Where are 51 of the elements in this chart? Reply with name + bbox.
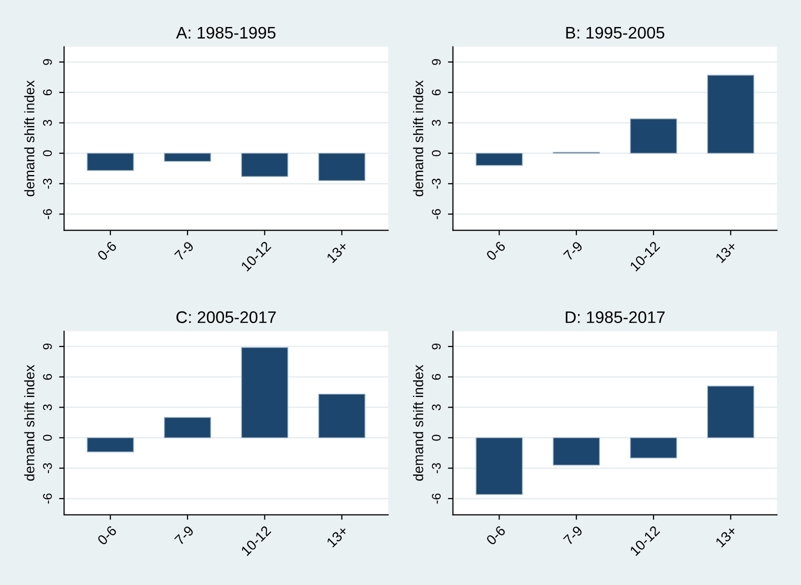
y-tick-label: 6 [432, 90, 441, 96]
y-tick-label: 9 [43, 59, 52, 65]
y-tick-label: 6 [432, 374, 441, 380]
bar [86, 437, 134, 452]
y-tick-label: 0 [43, 434, 52, 441]
y-tick-label: 9 [432, 59, 441, 65]
y-tick-label: -3 [432, 463, 441, 474]
y-tick-label: -6 [432, 209, 441, 220]
chart-title: B: 1995-2005 [566, 26, 664, 39]
y-tick-label: 3 [432, 120, 441, 126]
chart-title: D: 1985-2017 [566, 311, 665, 324]
bar [707, 74, 754, 154]
y-tick-label: 9 [432, 344, 441, 350]
bar [241, 347, 288, 438]
y-tick-label: 3 [43, 404, 52, 410]
y-axis-title: demand shift index [24, 364, 34, 481]
y-tick-label: -3 [43, 178, 52, 189]
x-tick-label: 0-6 [96, 525, 118, 546]
bar [318, 394, 366, 438]
x-tick-label: 0-6 [486, 240, 506, 262]
y-tick-label: -6 [43, 209, 52, 220]
y-tick-label: 0 [43, 150, 52, 156]
chart-title: A: 1985-1995 [176, 26, 276, 39]
bar [476, 152, 523, 166]
y-tick-label: -3 [43, 463, 52, 474]
bar [630, 118, 678, 154]
y-tick-label: 6 [43, 374, 52, 380]
y-axis-title: demand shift index [413, 80, 424, 196]
x-tick-label: 13+ [326, 525, 349, 548]
y-tick-label: -3 [432, 178, 441, 189]
x-tick-label: 0-6 [96, 240, 118, 262]
x-tick-label: 13+ [326, 240, 349, 264]
y-tick-label: 3 [432, 404, 441, 410]
x-tick-label: 7-9 [562, 525, 584, 546]
y-tick-label: 0 [432, 434, 441, 441]
bar [164, 417, 212, 438]
y-tick-label: -6 [432, 494, 441, 504]
x-tick-label: 13+ [715, 525, 738, 548]
y-tick-label: 6 [43, 90, 52, 96]
y-axis-title: demand shift index [413, 364, 424, 481]
y-tick-label: -6 [43, 494, 52, 504]
y-tick-label: 3 [43, 120, 52, 126]
x-tick-label: 7-9 [174, 240, 194, 261]
x-tick-label: 7-9 [562, 240, 584, 261]
x-tick-label: 7-9 [174, 525, 194, 546]
x-tick-label: 0-6 [486, 525, 506, 546]
chart-title: C: 2005-2017 [176, 311, 276, 324]
y-tick-label: 9 [43, 344, 52, 350]
y-axis-title: demand shift index [24, 80, 34, 196]
x-tick-label: 13+ [715, 240, 738, 264]
y-tick-label: 0 [432, 150, 441, 156]
